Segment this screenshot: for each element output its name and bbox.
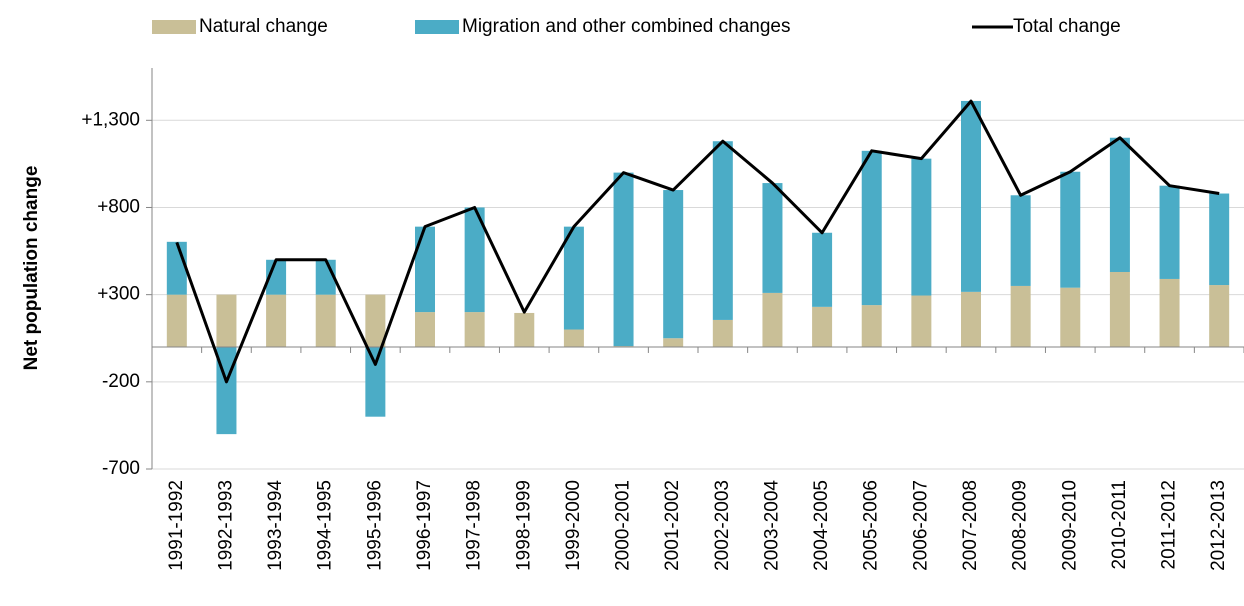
bar bbox=[613, 172, 634, 347]
x-tick-label: 1994-1995 bbox=[315, 480, 336, 571]
bar bbox=[1109, 137, 1130, 272]
line bbox=[175, 99, 1220, 384]
bar bbox=[712, 319, 733, 347]
bar bbox=[1209, 193, 1230, 286]
x-tick-label: 1995-1996 bbox=[364, 480, 385, 571]
bar bbox=[1209, 285, 1230, 347]
x-tick-label: 2009-2010 bbox=[1059, 480, 1080, 571]
bar bbox=[514, 312, 535, 347]
bar bbox=[762, 292, 783, 347]
bar bbox=[166, 241, 187, 295]
bar bbox=[266, 294, 287, 347]
bar bbox=[464, 207, 485, 313]
x-tick-label: 2004-2005 bbox=[811, 480, 832, 571]
legend-swatch bbox=[152, 20, 196, 34]
x-tick-label: 2007-2008 bbox=[960, 480, 981, 571]
x-tick-label: 1992-1993 bbox=[215, 480, 236, 571]
y-tick-label: -700 bbox=[102, 458, 140, 479]
bar bbox=[415, 312, 435, 347]
bar bbox=[812, 232, 833, 307]
x-tick-label: 2010-2011 bbox=[1109, 480, 1130, 569]
x-tick-label: 2005-2006 bbox=[861, 480, 882, 571]
bar bbox=[663, 338, 684, 347]
bar bbox=[464, 312, 485, 347]
x-tick-label: 2003-2004 bbox=[761, 480, 782, 571]
x-tick-label: 2011-2012 bbox=[1159, 480, 1180, 569]
y-tick-label: -200 bbox=[102, 371, 140, 392]
bar bbox=[563, 329, 584, 347]
bar bbox=[961, 100, 981, 292]
bar bbox=[563, 226, 584, 330]
bar bbox=[166, 294, 187, 347]
x-tick-label: 1996-1997 bbox=[414, 480, 435, 571]
x-tick-label: 1998-1999 bbox=[513, 480, 534, 571]
bar bbox=[1010, 285, 1031, 347]
bar bbox=[911, 158, 932, 296]
bar bbox=[911, 295, 932, 347]
bar bbox=[762, 183, 783, 293]
x-tick-label: 1991-1992 bbox=[166, 480, 187, 571]
legend-label: Migration and other combined changes bbox=[462, 16, 790, 37]
y-tick-label: +1,300 bbox=[81, 109, 140, 130]
bar bbox=[961, 291, 981, 347]
y-tick-label: +300 bbox=[97, 284, 140, 305]
x-tick-label: 2002-2003 bbox=[712, 480, 733, 571]
bar bbox=[216, 294, 237, 347]
bar bbox=[315, 294, 336, 347]
x-tick-label: 2000-2001 bbox=[613, 480, 634, 571]
x-tick-label: 1999-2000 bbox=[563, 480, 584, 571]
bar bbox=[861, 150, 882, 306]
x-tick-label: 1993-1994 bbox=[265, 480, 286, 571]
bar bbox=[1060, 287, 1081, 347]
x-tick-label: 2012-2013 bbox=[1208, 480, 1229, 571]
bar bbox=[1060, 171, 1081, 288]
x-tick-label: 2008-2009 bbox=[1010, 480, 1031, 571]
bar bbox=[1010, 195, 1031, 286]
bar bbox=[1159, 185, 1180, 279]
legend-label: Natural change bbox=[199, 16, 328, 37]
bar bbox=[812, 306, 833, 347]
bar bbox=[663, 190, 684, 339]
x-tick-label: 1997-1998 bbox=[464, 480, 485, 571]
x-tick-label: 2001-2002 bbox=[662, 480, 683, 571]
bar bbox=[861, 305, 882, 347]
y-tick-label: +800 bbox=[97, 196, 140, 217]
x-tick-label: 2006-2007 bbox=[910, 480, 931, 571]
bar bbox=[712, 141, 733, 320]
y-axis-title: Net population change bbox=[21, 166, 42, 371]
bar bbox=[415, 226, 435, 313]
bar bbox=[1109, 271, 1130, 347]
bar bbox=[365, 294, 386, 347]
bar bbox=[1159, 278, 1180, 347]
legend-swatch bbox=[415, 20, 459, 34]
bar bbox=[365, 346, 386, 417]
legend-label: Total change bbox=[1013, 16, 1121, 37]
